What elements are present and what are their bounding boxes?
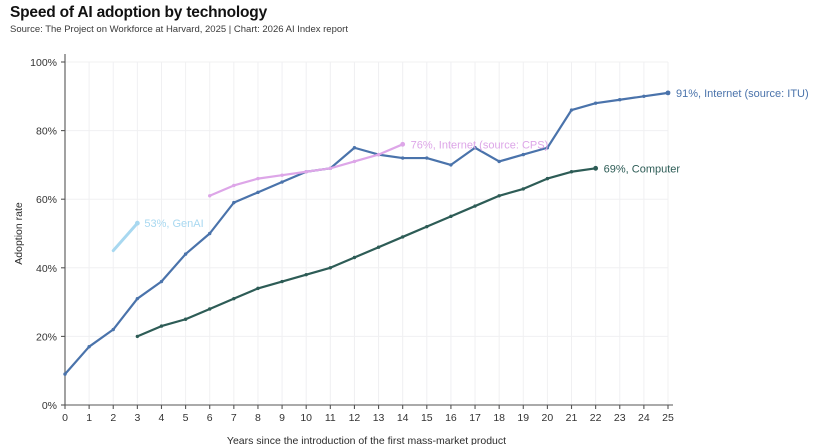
y-tick-label: 80% — [36, 126, 57, 138]
data-point — [400, 156, 405, 160]
x-tick-label: 3 — [134, 412, 140, 424]
x-tick-label: 13 — [373, 412, 385, 424]
data-point — [280, 180, 284, 184]
data-point — [63, 372, 67, 376]
x-tick-label: 8 — [255, 412, 261, 424]
chart-source-caption: Source: The Project on Workforce at Harv… — [10, 24, 348, 35]
data-point — [642, 94, 646, 99]
data-point — [545, 146, 550, 150]
data-point — [232, 183, 236, 188]
series-label-genai: 53%, GenAI — [144, 218, 203, 230]
x-tick-label: 15 — [421, 412, 433, 424]
data-point — [280, 279, 284, 284]
data-point — [425, 156, 429, 160]
data-point — [569, 170, 574, 174]
data-point — [497, 159, 501, 164]
series-label-computer: 69%, Computer — [604, 163, 681, 175]
data-point — [352, 159, 357, 164]
series-label-internet-source-cps: 76%, Internet (source: CPS) — [411, 139, 549, 151]
x-tick-label: 18 — [493, 412, 505, 424]
data-point — [304, 272, 308, 277]
data-point — [521, 152, 525, 157]
series-line-internet-source-itu — [63, 91, 670, 376]
data-point — [618, 98, 622, 102]
data-point — [208, 307, 212, 311]
data-point — [352, 255, 357, 260]
data-point — [183, 252, 188, 256]
series-end-marker — [593, 165, 599, 171]
data-point — [87, 344, 91, 349]
x-tick-label: 16 — [445, 412, 457, 424]
data-point — [280, 173, 284, 177]
x-tick-label: 10 — [300, 412, 312, 424]
data-point — [159, 324, 164, 328]
series-line-computer — [136, 167, 597, 338]
x-tick-label: 11 — [325, 412, 336, 424]
data-point — [256, 286, 260, 291]
x-tick-label: 14 — [397, 412, 409, 424]
page-title: Speed of AI adoption by technology — [10, 4, 267, 21]
chart-header: Speed of AI adoption by technology Sourc… — [10, 4, 348, 36]
data-point — [473, 204, 477, 208]
data-point — [569, 108, 574, 112]
data-point — [473, 146, 477, 150]
y-tick-label: 20% — [36, 331, 57, 343]
x-tick-label: 20 — [542, 412, 554, 424]
x-tick-label: 24 — [638, 412, 650, 424]
data-point — [449, 214, 453, 219]
y-tick-label: 100% — [30, 57, 57, 69]
data-point — [497, 194, 501, 198]
data-point — [376, 245, 381, 249]
series-end-marker — [400, 141, 406, 147]
x-tick-label: 7 — [231, 412, 237, 424]
data-point — [425, 224, 429, 229]
data-point — [545, 176, 550, 181]
x-tick-label: 5 — [183, 412, 189, 424]
data-point — [400, 235, 405, 239]
data-point — [352, 146, 357, 150]
y-tick-label: 60% — [36, 194, 57, 206]
data-point — [208, 194, 212, 198]
x-tick-label: 4 — [159, 412, 165, 424]
data-point — [256, 190, 260, 195]
data-point — [449, 163, 453, 167]
x-tick-label: 1 — [86, 412, 92, 424]
x-tick-label: 0 — [62, 412, 68, 424]
x-tick-label: 19 — [517, 412, 529, 424]
x-axis-title: Years since the introduction of the firs… — [227, 435, 506, 445]
x-tick-label: 17 — [469, 412, 481, 424]
series-line-genai — [111, 221, 139, 253]
y-tick-label: 40% — [36, 263, 57, 275]
data-point — [135, 296, 140, 301]
x-tick-label: 22 — [590, 412, 602, 424]
data-point — [256, 176, 260, 181]
data-point — [328, 266, 333, 270]
series-end-marker — [665, 90, 671, 96]
data-point — [521, 187, 525, 191]
data-point — [376, 152, 381, 157]
data-point — [208, 231, 212, 236]
data-point — [183, 317, 188, 321]
data-point — [593, 101, 598, 105]
data-point — [304, 170, 308, 174]
x-tick-label: 23 — [614, 412, 626, 424]
y-tick-label: 0% — [42, 400, 57, 412]
data-point — [135, 334, 140, 339]
series-label-internet-source-itu: 91%, Internet (source: ITU) — [676, 88, 809, 100]
x-tick-label: 2 — [110, 412, 116, 424]
data-point — [159, 279, 164, 284]
data-point — [232, 296, 236, 301]
x-tick-label: 21 — [566, 412, 578, 424]
data-point — [232, 200, 236, 205]
x-tick-label: 9 — [279, 412, 285, 424]
x-tick-label: 12 — [349, 412, 361, 424]
x-tick-label: 25 — [662, 412, 674, 424]
y-axis-title: Adoption rate — [13, 202, 25, 265]
data-point — [111, 327, 115, 332]
x-tick-label: 6 — [207, 412, 213, 424]
data-point — [328, 166, 333, 171]
series-end-marker — [134, 220, 140, 226]
